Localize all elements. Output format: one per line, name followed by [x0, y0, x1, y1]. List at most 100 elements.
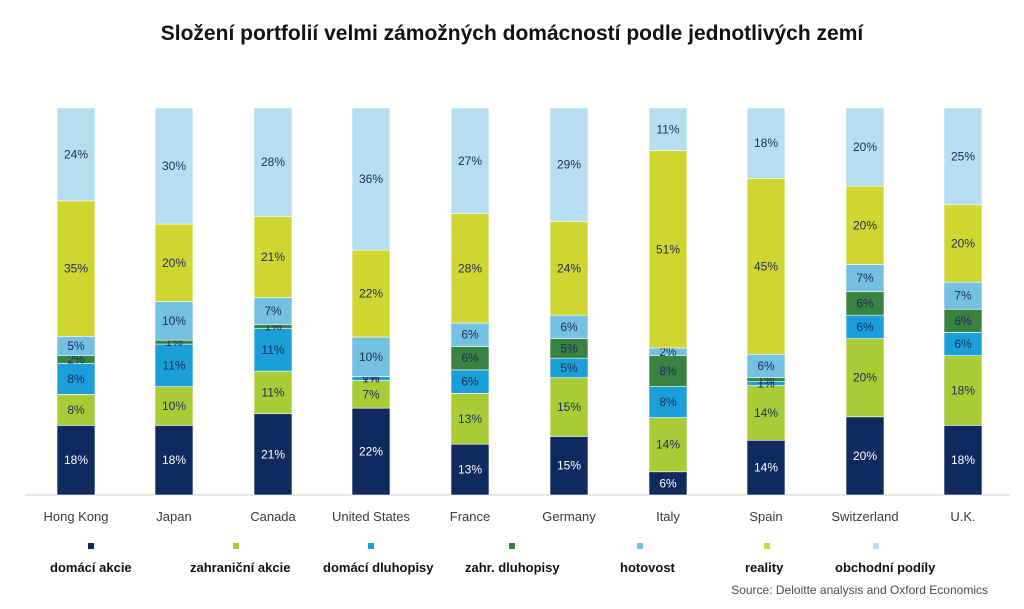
category-label: Canada: [250, 509, 296, 524]
data-label: 15%: [557, 400, 581, 414]
legend-swatch: [637, 543, 643, 549]
bar-segment: [450, 107, 490, 214]
data-label: 6%: [659, 476, 677, 490]
data-label: 25%: [951, 149, 975, 163]
data-label: 18%: [951, 453, 975, 467]
data-label: 21%: [261, 447, 285, 461]
data-label: 14%: [754, 406, 778, 420]
bar-segment: [253, 107, 293, 217]
category-label: United States: [332, 509, 411, 524]
data-label: 10%: [359, 350, 383, 364]
bar-segment: [648, 107, 688, 151]
bar-segment: [154, 343, 194, 387]
data-label: 6%: [461, 328, 479, 342]
data-label: 27%: [458, 154, 482, 168]
bar-segment: [943, 425, 983, 496]
data-label: 2%: [659, 345, 677, 359]
data-label: 10%: [162, 399, 186, 413]
bar-segment: [450, 213, 490, 324]
data-label: 20%: [853, 371, 877, 385]
category-label: Switzerland: [831, 509, 898, 524]
data-label: 24%: [64, 147, 88, 161]
data-label: 20%: [162, 256, 186, 270]
data-label: 7%: [264, 304, 282, 318]
data-label: 18%: [162, 453, 186, 467]
bar-segment: [746, 107, 786, 179]
legend-swatch: [88, 543, 94, 549]
data-label: 18%: [754, 136, 778, 150]
stacked-bar-chart: 18%8%8%2%5%35%24%Hong Kong18%10%11%1%10%…: [25, 107, 1010, 524]
bar-segment: [845, 107, 885, 187]
bar-segment: [549, 107, 589, 222]
data-label: 30%: [162, 159, 186, 173]
bar-segment: [351, 107, 391, 251]
legend-label: zahraniční akcie: [190, 560, 291, 575]
bar-segment: [154, 107, 194, 225]
category-label: France: [450, 509, 490, 524]
legend-swatch: [873, 543, 879, 549]
data-label: 20%: [853, 449, 877, 463]
legend: domácí akcie zahraniční akcie domácí dluho…: [0, 540, 1024, 580]
data-label: 5%: [560, 341, 578, 355]
category-label: Hong Kong: [43, 509, 108, 524]
bar-segment: [351, 249, 391, 338]
bar-segment: [56, 425, 96, 496]
legend-swatch: [764, 543, 770, 549]
data-label: 18%: [64, 453, 88, 467]
data-label: 13%: [458, 412, 482, 426]
bar-segment: [746, 178, 786, 355]
legend-label: hotovost: [620, 560, 675, 575]
data-label: 6%: [856, 320, 874, 334]
data-label: 51%: [656, 242, 680, 256]
bar-segment: [351, 336, 391, 377]
data-label: 22%: [359, 445, 383, 459]
category-label: U.K.: [950, 509, 975, 524]
bar-segment: [253, 216, 293, 298]
bar-segment: [56, 363, 96, 395]
legend-label: reality: [745, 560, 784, 575]
bar-segment: [351, 380, 391, 409]
bar-segment: [746, 439, 786, 496]
data-label: 5%: [67, 339, 85, 353]
data-label: 7%: [856, 271, 874, 285]
category-label: Japan: [156, 509, 191, 524]
data-label: 6%: [461, 375, 479, 389]
data-label: 11%: [162, 358, 185, 372]
legend-label: domácí dluhopisy: [323, 560, 434, 575]
data-label: 6%: [954, 337, 972, 351]
bar-segment: [845, 338, 885, 418]
bar-segment: [845, 416, 885, 496]
category-label: Italy: [656, 509, 680, 524]
data-label: 20%: [951, 236, 975, 250]
data-label: 21%: [261, 250, 285, 264]
data-label: 7%: [954, 289, 972, 303]
data-label: 10%: [162, 314, 186, 328]
data-label: 35%: [64, 262, 88, 276]
legend-label: zahr. dluhopisy: [465, 560, 560, 575]
bar-segment: [943, 204, 983, 283]
data-label: 6%: [757, 359, 775, 373]
bar-segment: [351, 407, 391, 496]
data-label: 18%: [951, 384, 975, 398]
data-label: 6%: [954, 314, 972, 328]
data-label: 6%: [461, 351, 479, 365]
bar-segment: [648, 386, 688, 418]
data-label: 13%: [458, 463, 482, 477]
data-label: 6%: [856, 296, 874, 310]
data-label: 36%: [359, 172, 383, 186]
bar-segment: [943, 355, 983, 426]
bar-segment: [450, 393, 490, 445]
legend-swatch: [368, 543, 374, 549]
data-label: 5%: [560, 361, 578, 375]
data-label: 22%: [359, 287, 383, 301]
bar-segment: [549, 377, 589, 437]
bar-segment: [450, 443, 490, 496]
data-label: 28%: [261, 155, 285, 169]
bar-segment: [154, 425, 194, 496]
bar-segment: [648, 150, 688, 349]
bar-segment: [549, 221, 589, 316]
data-label: 8%: [67, 372, 85, 386]
data-label: 7%: [362, 387, 380, 401]
bar-segment: [253, 297, 293, 326]
data-label: 8%: [659, 364, 677, 378]
